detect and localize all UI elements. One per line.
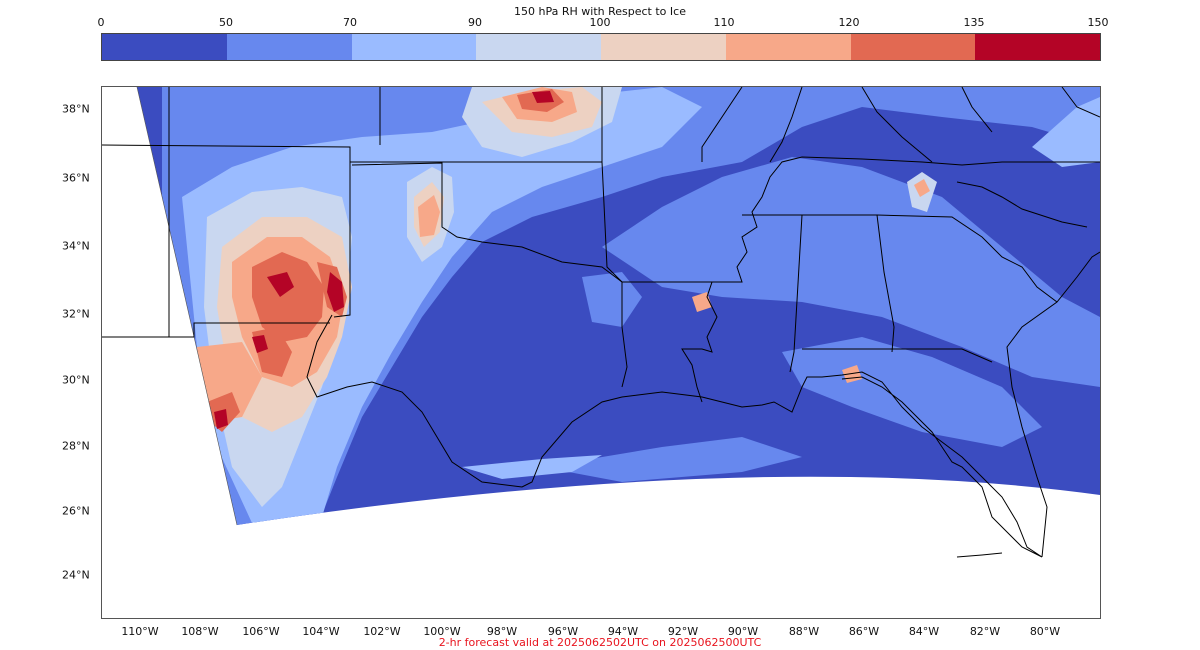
lat-label: 26°N (62, 504, 90, 518)
colorbar-tick-label: 70 (343, 16, 357, 29)
boundaries (102, 87, 1100, 558)
lat-label: 30°N (62, 373, 90, 387)
lon-label: 92°W (667, 625, 699, 638)
state-boundary (601, 156, 1100, 283)
colorbar-segment (725, 34, 851, 60)
colorbar-tick-label: 90 (468, 16, 482, 29)
lat-label: 36°N (62, 171, 90, 185)
colorbar (101, 33, 1101, 61)
lon-label: 96°W (547, 625, 579, 638)
colorbar-tick-label: 50 (219, 16, 233, 29)
lon-label: 80°W (1029, 625, 1061, 638)
lon-label: 106°W (242, 625, 280, 638)
lat-label: 28°N (62, 439, 90, 453)
rh-fill (582, 272, 642, 327)
colorbar-tick-label: 0 (97, 16, 105, 29)
rh-fill (214, 409, 228, 429)
state-boundary (961, 87, 993, 133)
coastline (1006, 251, 1100, 558)
colorbar-tick-label: 120 (838, 16, 860, 29)
lon-label: 82°W (969, 625, 1001, 638)
lon-label: 86°W (848, 625, 880, 638)
rh-map (101, 86, 1101, 619)
state-boundary (622, 281, 718, 403)
coastline (306, 314, 1043, 558)
rh-fill (252, 335, 268, 353)
colorbar-segment (601, 34, 726, 60)
lon-label: 102°W (363, 625, 401, 638)
rh-fill (914, 179, 930, 197)
rh-fill (462, 455, 602, 479)
lon-label: 94°W (607, 625, 639, 638)
state-boundary (802, 214, 895, 353)
state-boundary (351, 162, 628, 388)
lat-label: 32°N (62, 307, 90, 321)
coastline (956, 552, 1003, 558)
colorbar-segment (850, 34, 976, 60)
rh-fill (327, 272, 344, 312)
lon-label: 84°W (908, 625, 940, 638)
state-boundary (701, 87, 743, 162)
lat-label: 34°N (62, 239, 90, 253)
lat-label: 38°N (62, 102, 90, 116)
lon-label: 100°W (423, 625, 461, 638)
domain-edge (136, 87, 238, 526)
colorbar-segment (351, 34, 477, 60)
state-boundary (861, 87, 933, 163)
colorbar-tick-label: 135 (963, 16, 985, 29)
rh-fill (252, 252, 324, 342)
rh-field (137, 87, 1100, 525)
colorbar-segment (476, 34, 601, 60)
lon-label: 110°W (121, 625, 159, 638)
colorbar-tick-label: 150 (1087, 16, 1109, 29)
lon-label: 104°W (302, 625, 340, 638)
colorbar-segment (975, 34, 1100, 60)
rh-fill (602, 157, 1100, 387)
state-boundary (742, 214, 803, 373)
rh-fill (542, 437, 802, 482)
lon-label: 88°W (788, 625, 820, 638)
colorbar-tick-label: 100 (589, 16, 611, 29)
lon-label: 98°W (486, 625, 518, 638)
state-boundary (769, 87, 803, 163)
lat-label: 24°N (62, 568, 90, 582)
forecast-caption: 2-hr forecast valid at 2025062502UTC on … (438, 636, 762, 649)
colorbar-title: 150 hPa RH with Respect to Ice (514, 5, 686, 18)
rh-fill (267, 272, 294, 297)
rh-fill (1032, 97, 1100, 167)
state-boundary (956, 181, 1088, 228)
colorbar-segment (226, 34, 352, 60)
state-boundary (802, 348, 993, 363)
rh-fill (782, 337, 1042, 447)
state-boundary (1061, 87, 1100, 118)
state-boundary (333, 147, 351, 318)
colorbar-segment (102, 34, 227, 60)
rh-fill (418, 195, 440, 237)
state-boundary (102, 322, 330, 338)
rh-fill (532, 91, 554, 103)
state-boundary (876, 214, 1058, 303)
lon-label: 108°W (181, 625, 219, 638)
colorbar-tick-label: 110 (713, 16, 735, 29)
lon-label: 90°W (727, 625, 759, 638)
